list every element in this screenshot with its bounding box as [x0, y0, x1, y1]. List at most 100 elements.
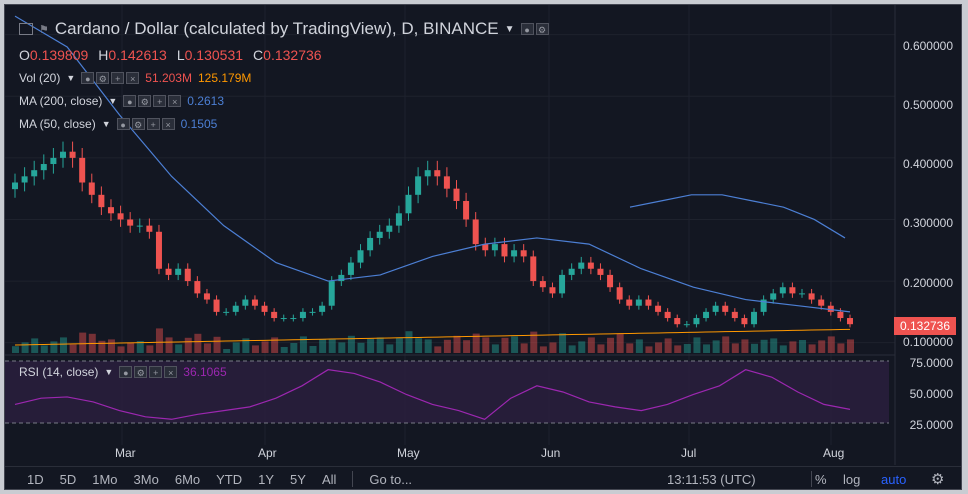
volume-bar: [616, 333, 624, 353]
volume-bar: [69, 344, 77, 353]
divider: [352, 471, 354, 487]
candle: [21, 176, 28, 183]
chevron-down-icon[interactable]: ▼: [66, 73, 76, 83]
candle: [232, 305, 239, 312]
candle: [251, 299, 258, 306]
range-6mo[interactable]: 6Mo: [174, 471, 201, 487]
plus-icon[interactable]: +: [111, 72, 125, 84]
volume-bar: [808, 344, 816, 353]
volume-bar: [299, 336, 307, 353]
candle: [88, 182, 95, 195]
chevron-down-icon[interactable]: ▼: [504, 23, 515, 35]
chevron-down-icon[interactable]: ▼: [101, 119, 111, 129]
candle: [760, 299, 767, 312]
candle: [107, 207, 114, 214]
range-5y[interactable]: 5Y: [290, 471, 306, 487]
candle: [31, 170, 38, 177]
chart-header: ⚑ Cardano / Dollar (calculated by Tradin…: [19, 19, 549, 39]
eye-icon[interactable]: ●: [119, 366, 133, 378]
volume-bar: [31, 338, 39, 353]
candle: [338, 274, 345, 282]
candle: [117, 213, 124, 220]
volume-bar: [271, 337, 279, 353]
ma50-indicator[interactable]: MA (50, close) ▼ ● ⚙ + × 0.1505: [19, 117, 217, 131]
range-3mo[interactable]: 3Mo: [133, 471, 159, 487]
open-value: 0.139809: [29, 47, 89, 63]
auto-toggle[interactable]: auto: [881, 471, 907, 487]
chart-icon[interactable]: [19, 23, 33, 35]
range-5d[interactable]: 5D: [59, 471, 77, 487]
gear-icon[interactable]: ⚙: [931, 471, 945, 488]
flag-icon[interactable]: ⚑: [39, 23, 49, 36]
candle: [607, 274, 614, 288]
close-icon[interactable]: ×: [164, 366, 178, 378]
volume-bar: [347, 335, 355, 353]
volume-bar: [731, 343, 739, 353]
chevron-down-icon[interactable]: ▼: [104, 367, 114, 377]
candle: [223, 311, 230, 313]
volume-bar: [117, 346, 125, 353]
gear-icon[interactable]: ⚙: [535, 23, 549, 35]
candle: [175, 268, 182, 275]
candle: [309, 311, 316, 313]
rsi-label[interactable]: RSI (14, close): [19, 365, 99, 379]
range-ytd[interactable]: YTD: [216, 471, 243, 487]
range-1y[interactable]: 1Y: [258, 471, 275, 487]
volume-bar: [338, 342, 346, 353]
log-toggle[interactable]: log: [843, 471, 861, 487]
plus-icon[interactable]: +: [149, 366, 163, 378]
last-price-tag: 0.132736: [894, 317, 956, 335]
close-icon[interactable]: ×: [161, 118, 175, 130]
range-all[interactable]: All: [321, 471, 337, 487]
volume-ma-line: [14, 328, 851, 346]
volume-bar: [645, 346, 653, 353]
rsi-tick: 50.0000: [909, 387, 953, 401]
eye-icon[interactable]: ●: [123, 95, 137, 107]
ma200-label[interactable]: MA (200, close): [19, 94, 103, 108]
eye-icon[interactable]: ●: [520, 23, 534, 35]
volume-bar: [280, 347, 288, 353]
candle: [242, 299, 249, 306]
goto-button[interactable]: Go to...: [369, 471, 413, 487]
price-tick: 0.300000: [902, 216, 953, 230]
candle: [472, 219, 479, 245]
ma50-value: 0.1505: [180, 117, 218, 131]
volume-bar: [511, 336, 519, 353]
volume-indicator[interactable]: Vol (20) ▼ ● ⚙ + × 51.203M 125.179M: [19, 71, 251, 85]
eye-icon[interactable]: ●: [81, 72, 95, 84]
volume-bar: [597, 344, 605, 353]
volume-bar: [328, 338, 336, 353]
gear-icon[interactable]: ⚙: [138, 95, 152, 107]
chevron-down-icon[interactable]: ▼: [108, 96, 118, 106]
candle: [136, 225, 143, 227]
symbol-title[interactable]: Cardano / Dollar (calculated by TradingV…: [54, 19, 499, 38]
close-icon[interactable]: ×: [168, 95, 182, 107]
candle: [405, 194, 412, 214]
range-1mo[interactable]: 1Mo: [92, 471, 118, 487]
range-1d[interactable]: 1D: [27, 471, 44, 487]
candle: [578, 262, 585, 269]
gear-icon[interactable]: ⚙: [96, 72, 110, 84]
gear-icon[interactable]: ⚙: [131, 118, 145, 130]
gear-icon[interactable]: ⚙: [134, 366, 148, 378]
ma200-indicator[interactable]: MA (200, close) ▼ ● ⚙ + × 0.2613: [19, 94, 224, 108]
utc-clock[interactable]: 13:11:53 (UTC): [667, 471, 756, 487]
plus-icon[interactable]: +: [146, 118, 160, 130]
plus-icon[interactable]: +: [153, 95, 167, 107]
candle: [827, 305, 834, 312]
percent-toggle[interactable]: %: [815, 471, 827, 487]
ma50-label[interactable]: MA (50, close): [19, 117, 96, 131]
close-icon[interactable]: ×: [126, 72, 140, 84]
eye-icon[interactable]: ●: [116, 118, 130, 130]
candle: [520, 250, 527, 257]
candle: [779, 287, 786, 294]
volume-bar: [712, 340, 720, 353]
volume-bar: [722, 336, 730, 353]
volume-bar: [463, 340, 471, 353]
rsi-indicator[interactable]: RSI (14, close) ▼ ● ⚙ + × 36.1065: [19, 365, 227, 379]
volume-bar: [405, 331, 413, 353]
candle: [539, 281, 546, 288]
rsi-line: [14, 369, 851, 420]
volume-bar: [655, 342, 663, 353]
volume-label[interactable]: Vol (20): [19, 71, 61, 85]
